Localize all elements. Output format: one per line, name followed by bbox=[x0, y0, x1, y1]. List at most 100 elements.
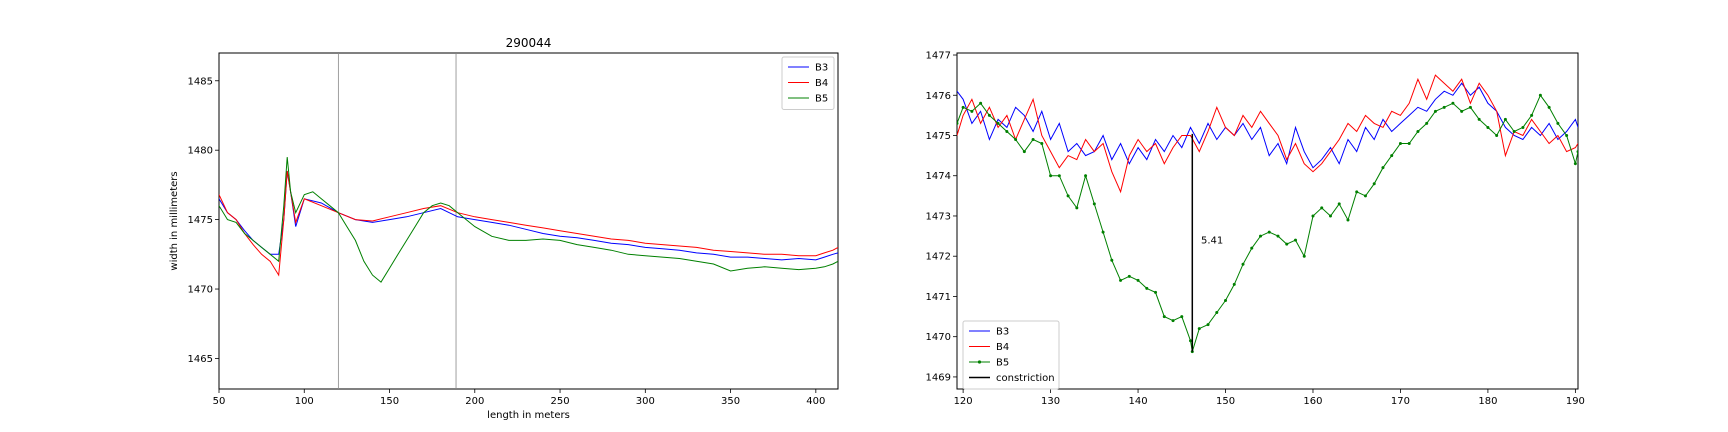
right-series-b5-point bbox=[1320, 206, 1324, 210]
right-series-b5-point bbox=[1398, 142, 1402, 146]
right-x-tick-label: 130 bbox=[1041, 396, 1060, 407]
right-series-b5-point bbox=[1014, 138, 1018, 142]
right-y-tick-label: 1469 bbox=[926, 372, 951, 383]
left-x-axis-label: length in meters bbox=[487, 410, 570, 421]
left-x-tick-label: 250 bbox=[550, 396, 569, 407]
right-series-b5-point bbox=[1337, 202, 1341, 206]
right-y-tick-label: 1470 bbox=[926, 332, 951, 343]
right-series-b5-point bbox=[970, 109, 974, 113]
right-y-tick-label: 1472 bbox=[926, 252, 951, 263]
right-series-b5-point bbox=[1530, 113, 1534, 117]
right-series-b5-point bbox=[1022, 150, 1026, 154]
right-series-b5-point bbox=[957, 121, 959, 125]
left-x-tick-label: 150 bbox=[380, 396, 399, 407]
right-series-b5-point bbox=[1363, 194, 1367, 198]
right-series-b5-point bbox=[1049, 174, 1053, 178]
left-series-group bbox=[219, 157, 838, 283]
right-legend-label-b4: B4 bbox=[996, 342, 1009, 353]
right-series-b5-point bbox=[1565, 133, 1569, 137]
right-series-b5-point bbox=[1267, 230, 1271, 234]
right-x-ticks: 120 130 140 150 160 170 180 190 bbox=[954, 389, 1585, 407]
left-plot-frame bbox=[218, 52, 839, 390]
right-series-b5-point bbox=[1477, 117, 1481, 121]
left-legend-box bbox=[781, 56, 835, 110]
right-series-b5-point bbox=[1224, 298, 1228, 302]
right-x-tick-label: 180 bbox=[1478, 396, 1497, 407]
right-series-b5-point bbox=[1346, 218, 1350, 222]
right-series-b5-point bbox=[979, 101, 983, 105]
left-legend-label-b3: B3 bbox=[815, 63, 828, 74]
right-series-b5-point bbox=[1521, 125, 1525, 129]
right-x-tick-label: 160 bbox=[1303, 396, 1322, 407]
right-series-b5-point bbox=[1232, 282, 1236, 286]
right-series-b5-point bbox=[1451, 101, 1455, 105]
left-series-b5-line bbox=[219, 157, 838, 283]
right-series-b5-point bbox=[1293, 238, 1297, 242]
right-legend: B3 B4 B5 constriction bbox=[962, 320, 1060, 390]
left-y-tick-label: 1480 bbox=[188, 146, 213, 157]
left-y-tick-label: 1475 bbox=[188, 215, 213, 226]
right-series-b5-point bbox=[1576, 150, 1578, 154]
right-series-b5-point bbox=[1171, 319, 1175, 323]
right-series-b5-point bbox=[1092, 202, 1096, 206]
right-series-b5-point bbox=[1503, 117, 1507, 121]
right-legend-box bbox=[962, 320, 1060, 390]
right-series-b5-point bbox=[1040, 142, 1044, 146]
right-x-tick-label: 150 bbox=[1216, 396, 1235, 407]
right-series-b5-point bbox=[1189, 339, 1193, 343]
right-legend-label-constriction: constriction bbox=[996, 373, 1055, 384]
right-y-tick-label: 1471 bbox=[926, 292, 951, 303]
right-series-b5-point bbox=[1407, 142, 1411, 146]
left-x-tick-label: 50 bbox=[213, 396, 226, 407]
right-x-tick-label: 140 bbox=[1129, 396, 1148, 407]
left-legend: B3 B4 B5 bbox=[781, 56, 835, 110]
right-series-b5-point bbox=[1573, 162, 1577, 166]
right-series-b5-point bbox=[1433, 109, 1437, 113]
left-legend-label-b4: B4 bbox=[815, 78, 828, 89]
right-series-b5-point bbox=[1285, 242, 1289, 246]
right-x-tick-label: 190 bbox=[1566, 396, 1585, 407]
left-legend-label-b5: B5 bbox=[815, 94, 828, 105]
right-series-b5-point bbox=[1276, 234, 1280, 238]
left-y-tick-label: 1465 bbox=[188, 354, 213, 365]
right-series-b5-point bbox=[1084, 174, 1088, 178]
right-series-b5-point bbox=[1136, 278, 1140, 282]
left-x-tick-label: 350 bbox=[721, 396, 740, 407]
right-series-b3-line bbox=[957, 82, 1578, 169]
right-y-tick-label: 1477 bbox=[926, 51, 951, 62]
left-y-tick-label: 1485 bbox=[188, 76, 213, 87]
right-series-b5-point bbox=[1355, 190, 1359, 194]
right-legend-marker-b5 bbox=[977, 360, 982, 364]
left-x-tick-label: 100 bbox=[295, 396, 314, 407]
right-series-b5-point bbox=[1154, 290, 1158, 294]
right-chart: 120 130 140 150 160 170 180 190 1469 1470 1471 147… bbox=[926, 51, 1585, 407]
left-x-tick-label: 400 bbox=[806, 396, 825, 407]
right-y-tick-label: 1475 bbox=[926, 131, 951, 142]
right-series-b5-point bbox=[1215, 311, 1219, 315]
left-chart-title: 290044 bbox=[506, 36, 552, 50]
right-legend-label-b3: B3 bbox=[996, 327, 1009, 338]
right-series-b5-point bbox=[1057, 174, 1061, 178]
right-series-b5-point bbox=[987, 113, 991, 117]
right-series-b5-point bbox=[1127, 274, 1131, 278]
constriction-value-label: 5.41 bbox=[1201, 236, 1223, 247]
right-x-tick-label: 120 bbox=[954, 396, 973, 407]
right-series-b5-point bbox=[1031, 138, 1035, 142]
right-series-b5-point bbox=[996, 121, 1000, 125]
right-series-b5-point bbox=[1381, 166, 1385, 170]
left-x-tick-label: 200 bbox=[465, 396, 484, 407]
right-series-b5-point bbox=[1372, 182, 1376, 186]
right-series-b5-point bbox=[1468, 105, 1472, 109]
right-series-b5-point bbox=[1390, 154, 1394, 158]
right-series-b5-point bbox=[1311, 214, 1315, 218]
right-series-b5-point bbox=[1416, 129, 1420, 133]
right-series-b5-point bbox=[1538, 93, 1542, 97]
right-series-b5-point bbox=[1250, 246, 1254, 250]
left-x-ticks: 50 100 150 200 250 300 350 400 bbox=[213, 389, 825, 407]
right-series-b5-point bbox=[1110, 258, 1114, 262]
right-series-group bbox=[957, 74, 1578, 354]
right-series-b5-point bbox=[1547, 105, 1551, 109]
right-series-b5-point bbox=[1442, 105, 1446, 109]
right-series-b5-point bbox=[961, 105, 965, 109]
